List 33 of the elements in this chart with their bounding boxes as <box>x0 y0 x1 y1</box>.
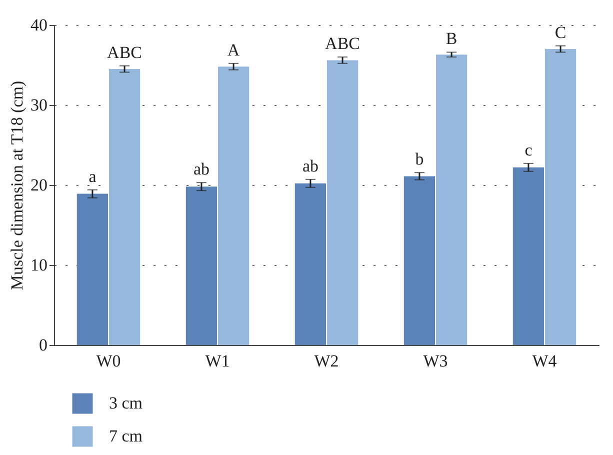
x-tick-label: W3 <box>423 352 448 370</box>
annotation: ABC <box>107 42 142 62</box>
bar <box>404 176 436 345</box>
x-tick-label: W1 <box>205 352 230 370</box>
annotation: b <box>415 150 424 169</box>
bar <box>218 66 250 345</box>
annotation: B <box>446 29 458 48</box>
bar <box>186 186 218 345</box>
bar <box>294 183 326 345</box>
annotation: ABC <box>325 34 360 53</box>
y-tick-label: 20 <box>30 176 48 194</box>
bar <box>326 60 358 345</box>
x-tick-label: W0 <box>96 352 121 370</box>
annotation: a <box>88 166 97 186</box>
bar <box>108 69 140 345</box>
annotation: c <box>524 140 533 160</box>
annotation: ab <box>302 156 318 176</box>
bar <box>544 49 576 345</box>
y-tick-label: 40 <box>30 16 48 34</box>
x-tick-label: W2 <box>314 352 339 370</box>
bar <box>436 54 468 345</box>
legend-label: 3 cm <box>109 394 143 412</box>
bar <box>76 194 108 345</box>
bar <box>512 167 544 345</box>
y-tick-label: 30 <box>30 96 48 114</box>
y-tick-label: 0 <box>39 336 48 354</box>
x-tick-label: W4 <box>532 352 558 370</box>
legend-label: 7 cm <box>109 426 143 446</box>
annotation: C <box>554 22 566 42</box>
annotation: ab <box>193 160 210 179</box>
y-axis-title: Muscle dimension at T18 (cm) <box>8 80 26 290</box>
annotation: A <box>227 40 240 60</box>
y-tick-label: 10 <box>30 256 48 274</box>
